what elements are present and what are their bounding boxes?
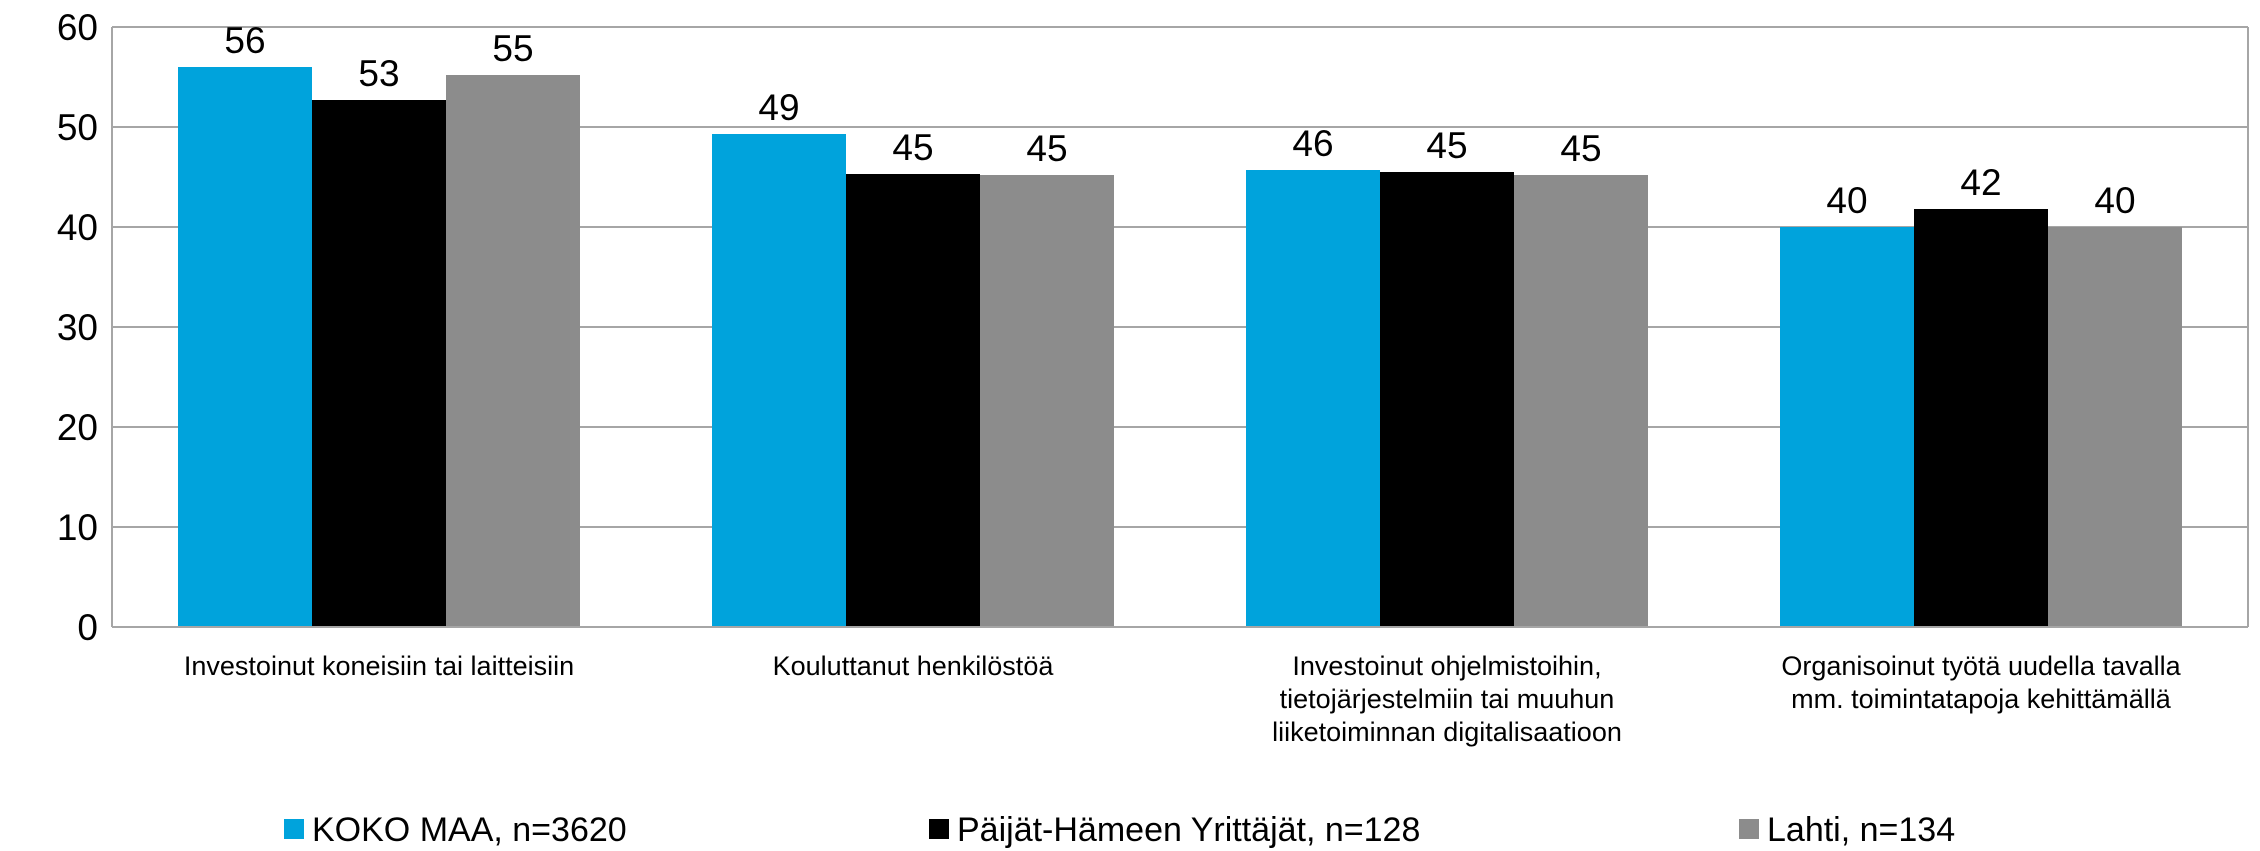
data-label: 56	[224, 20, 265, 61]
bar	[312, 100, 446, 627]
data-label: 49	[758, 87, 799, 128]
bar	[446, 75, 580, 627]
data-label: 45	[1026, 128, 1067, 169]
legend-label: KOKO MAA, n=3620	[312, 811, 627, 849]
legend-swatch	[1739, 819, 1759, 839]
data-label: 55	[492, 28, 533, 69]
bar	[1246, 170, 1380, 627]
bar	[1380, 172, 1514, 627]
y-tick-label: 0	[77, 607, 98, 648]
bar	[2048, 227, 2182, 627]
data-label: 45	[892, 127, 933, 168]
legend-swatch	[284, 819, 304, 839]
legend-swatch	[929, 819, 949, 839]
data-label: 53	[358, 53, 399, 94]
y-tick-label: 10	[57, 507, 98, 548]
data-label: 42	[1960, 162, 2001, 203]
legend-label: Päijät-Hämeen Yrittäjät, n=128	[957, 811, 1420, 849]
data-label: 40	[1826, 180, 1867, 221]
bar	[1914, 209, 2048, 627]
bar	[980, 175, 1114, 627]
y-tick-label: 60	[57, 7, 98, 48]
y-tick-label: 40	[57, 207, 98, 248]
data-label: 40	[2094, 180, 2135, 221]
bar	[178, 67, 312, 627]
legend-label: Lahti, n=134	[1767, 811, 1955, 849]
bar	[712, 134, 846, 627]
x-tick-label: Organisoinut työtä uudella tavalla mm. to…	[1781, 651, 2181, 714]
bar	[846, 174, 980, 627]
y-tick-label: 30	[57, 307, 98, 348]
data-label: 45	[1426, 125, 1467, 166]
x-tick-label: Investoinut ohjelmistoihin, tietojärjeste…	[1272, 651, 1622, 747]
bar	[1780, 227, 1914, 627]
x-tick-label: Kouluttanut henkilöstöä	[773, 651, 1055, 681]
data-label: 46	[1292, 123, 1333, 164]
y-tick-label: 20	[57, 407, 98, 448]
x-tick-label: Investoinut koneisiin tai laitteisiin	[184, 651, 574, 681]
y-tick-label: 50	[57, 107, 98, 148]
bar	[1514, 175, 1648, 627]
data-label: 45	[1560, 128, 1601, 169]
